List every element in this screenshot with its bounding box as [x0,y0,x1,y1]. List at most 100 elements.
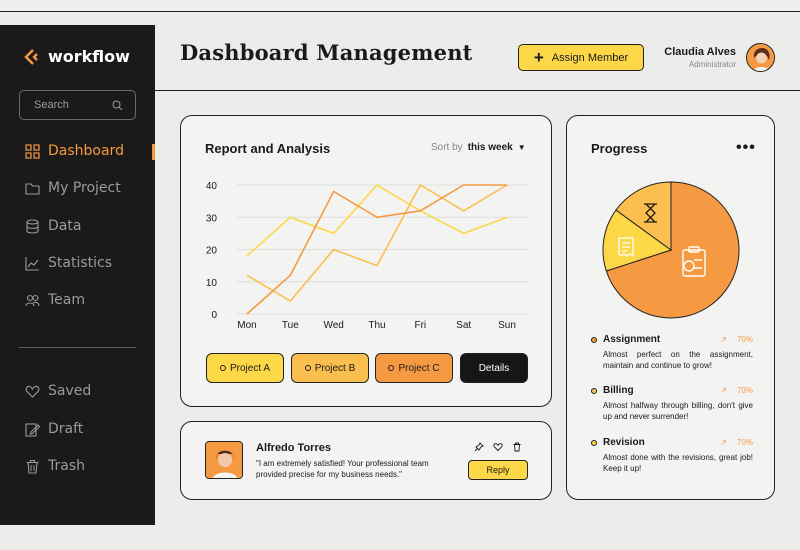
project-a-button[interactable]: Project A [206,353,284,383]
user-name: Claudia Alves [664,46,736,58]
user-role: Administrator [688,60,736,69]
hourglass-icon [644,203,657,223]
progress-title: Progress [591,141,648,156]
progress-item-revision: Revision ↗ 70% Almost done with the revi… [591,437,753,474]
search-input[interactable]: Search [19,90,136,120]
x-tick-label: Fri [414,320,426,331]
folder-icon [25,182,40,195]
brand-name: workflow [48,47,130,66]
trend-up-icon: ↗ [720,438,727,447]
progress-item-billing: Billing ↗ 70% Almost halfway through bil… [591,385,753,422]
sort-label: Sort by [431,142,463,153]
report-card: Report and Analysis Sort by this week ▼ … [180,115,552,407]
project-dot-icon [219,365,226,371]
progress-item-desc: Almost halfway through billing, don't gi… [603,401,753,421]
sidebar-item-label: Saved [48,383,92,399]
edit-icon [25,422,40,437]
progress-item-percent: 70% [736,335,753,344]
progress-item-label: Revision [603,437,645,448]
details-button[interactable]: Details [460,353,528,383]
y-tick-label: 10 [206,278,218,289]
pie-slice-billing [615,181,672,251]
sidebar-item-team[interactable]: Team [25,292,85,308]
assign-member-label: Assign Member [551,51,629,64]
project-dot-icon [304,365,311,371]
review-actions [474,442,522,452]
trend-up-icon: ↗ [720,386,727,395]
details-label: Details [478,362,510,374]
line-chart: 0 10 20 30 40 Mon Tue Wed Thu Fri Sat Sun [206,181,529,331]
trash-icon[interactable] [512,442,522,452]
project-b-button[interactable]: Project B [291,353,369,383]
review-text: "I am extremely satisfied! Your professi… [256,459,429,479]
pin-icon[interactable] [474,442,484,452]
sidebar-item-label: Data [48,218,82,234]
workflow-logo-icon [24,48,38,65]
header-divider [155,90,800,91]
sidebar-item-my-project[interactable]: My Project [25,180,121,196]
sidebar-item-data[interactable]: Data [25,218,81,234]
avatar[interactable] [746,43,775,72]
pie-slice-assignment [605,181,740,319]
sidebar-divider [19,347,136,348]
sort-dropdown[interactable]: Sort by this week ▼ [431,142,526,153]
progress-item-label: Assignment [603,334,661,345]
progress-card: Progress ••• Assignment ↗ 70% Almost per… [566,115,775,500]
assign-member-button[interactable]: + Assign Member [518,44,644,71]
sidebar: workflow Search Dashboard My Project Dat… [0,25,155,525]
browser-top-strip [0,0,800,12]
report-title: Report and Analysis [205,141,331,156]
chart-icon [25,256,39,271]
brand[interactable]: workflow [24,47,130,66]
trash-icon [26,459,39,474]
more-options-icon[interactable]: ••• [736,139,756,156]
sidebar-item-trash[interactable]: Trash [25,458,85,474]
status-dot-icon [591,387,597,394]
sidebar-item-label: Dashboard [48,143,124,159]
x-tick-label: Sat [456,320,471,331]
caret-down-icon: ▼ [517,143,526,152]
sort-value: this week [467,142,513,153]
y-tick-label: 30 [206,213,218,224]
user-avatar-icon [206,442,242,478]
search-placeholder: Search [34,99,69,111]
project-b-label: Project B [314,362,356,374]
status-dot-icon [591,336,597,343]
sidebar-item-saved[interactable]: Saved [25,383,91,399]
sidebar-item-statistics[interactable]: Statistics [25,255,112,271]
x-tick-label: Tue [282,320,299,331]
plus-icon: + [533,48,544,67]
status-dot-icon [591,439,597,446]
sidebar-item-label: Statistics [48,255,112,271]
sidebar-item-draft[interactable]: Draft [25,421,83,437]
progress-item-desc: Almost done with the revisions, great jo… [603,453,753,473]
x-tick-label: Mon [237,320,256,331]
heart-icon [25,385,40,398]
progress-pie-chart [602,181,740,319]
y-tick-label: 40 [206,181,218,192]
sidebar-item-label: Draft [48,421,84,437]
heart-icon[interactable] [493,442,503,452]
user-avatar-icon [747,44,774,71]
x-tick-label: Wed [323,320,343,331]
progress-item-percent: 70% [736,438,753,447]
reply-button[interactable]: Reply [468,460,528,480]
clipboard-icon [682,246,706,277]
sidebar-item-label: My Project [48,180,121,196]
progress-item-label: Billing [603,385,634,396]
project-c-button[interactable]: Project C [375,353,453,383]
receipt-icon [618,237,634,258]
sidebar-item-dashboard[interactable]: Dashboard [25,143,124,159]
search-icon [112,100,123,110]
page-title: Dashboard Management [180,40,473,65]
users-icon [25,294,40,306]
project-c-label: Project C [398,362,440,374]
trend-up-icon: ↗ [720,335,727,344]
grid-icon [25,143,40,159]
sidebar-item-label: Team [48,292,86,308]
x-tick-label: Sun [498,320,516,331]
series-line [246,183,508,257]
reviewer-name: Alfredo Torres [256,442,331,454]
progress-item-assignment: Assignment ↗ 70% Almost perfect on the a… [591,334,753,371]
project-dot-icon [388,365,395,371]
